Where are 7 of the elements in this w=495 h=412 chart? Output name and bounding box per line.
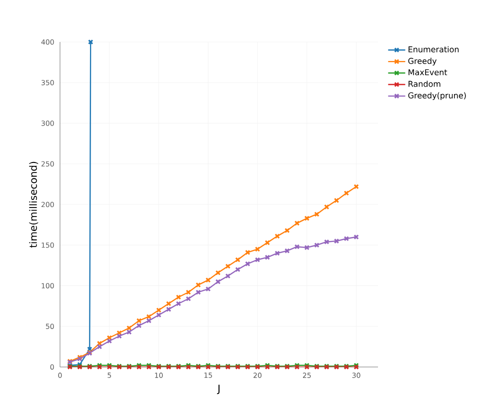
legend-label: Enumeration bbox=[408, 46, 459, 52]
legend-label: Random bbox=[408, 80, 440, 87]
legend-label: MaxEvent bbox=[408, 69, 448, 76]
x-axis-title: J bbox=[217, 384, 220, 394]
legend-label: Greedy bbox=[408, 58, 437, 66]
y-axis-title: time(millisecond) bbox=[29, 162, 38, 248]
legend-label: Greedy(prune) bbox=[408, 92, 466, 100]
